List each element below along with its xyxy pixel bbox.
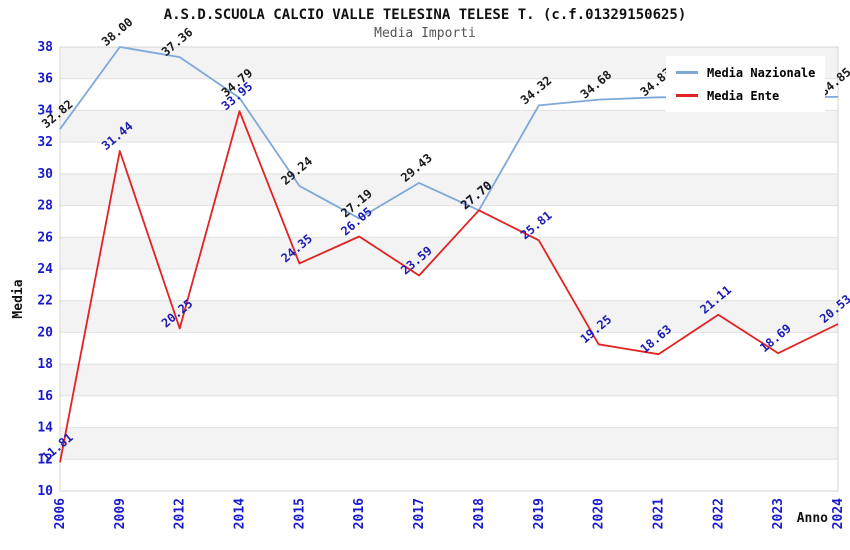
plot-band <box>60 173 838 206</box>
x-tick-label: 2017 <box>412 498 427 529</box>
x-tick-label: 2023 <box>771 498 786 529</box>
chart-subtitle: Media Importi <box>374 26 476 41</box>
x-tick-label: 2018 <box>472 498 487 529</box>
x-axis-title: Anno <box>797 511 828 526</box>
y-tick-label: 10 <box>37 484 53 499</box>
legend-swatch-icon <box>676 71 698 74</box>
x-tick-label: 2021 <box>651 498 666 529</box>
y-tick-label: 14 <box>37 421 53 436</box>
y-tick-label: 16 <box>37 389 53 404</box>
y-axis-title: Media <box>11 279 26 318</box>
y-tick-label: 30 <box>37 167 53 182</box>
plot-band <box>60 364 838 396</box>
legend-swatch-icon <box>676 94 698 97</box>
series-line-1 <box>59 110 839 463</box>
legend-label: Media Nazionale <box>707 65 816 80</box>
legend: Media Nazionale Media Ente <box>666 56 826 112</box>
y-tick-label: 26 <box>37 230 53 245</box>
y-tick-label: 38 <box>37 40 53 55</box>
x-tick-label: 2006 <box>53 498 68 529</box>
y-tick-label: 34 <box>37 103 53 118</box>
y-tick-label: 24 <box>37 262 53 277</box>
y-tick-label: 18 <box>37 357 53 372</box>
x-tick-label: 2009 <box>113 498 128 529</box>
x-tick-label: 2016 <box>352 498 367 529</box>
point-label: 38.00 <box>99 15 136 49</box>
x-tick-label: 2014 <box>233 498 248 529</box>
x-tick-label: 2019 <box>532 498 547 529</box>
x-tick-label: 2015 <box>292 498 307 529</box>
y-tick-label: 36 <box>37 72 53 87</box>
y-tick-label: 22 <box>37 294 53 309</box>
legend-item-1: Media Ente <box>676 84 815 107</box>
plot-band <box>60 427 838 460</box>
plot-border <box>59 46 839 492</box>
plot-band <box>60 300 838 333</box>
legend-label: Media Ente <box>707 88 780 103</box>
y-tick-label: 32 <box>37 135 53 150</box>
x-tick-label: 2022 <box>711 498 726 529</box>
y-tick-label: 20 <box>37 325 53 340</box>
chart-title: A.S.D.SCUOLA CALCIO VALLE TELESINA TELES… <box>163 7 687 23</box>
legend-item-0: Media Nazionale <box>676 61 815 84</box>
x-tick-label: 2012 <box>173 498 188 529</box>
x-tick-label: 2024 <box>831 498 846 529</box>
y-tick-label: 12 <box>37 452 53 467</box>
plot-band <box>60 110 838 143</box>
x-tick-label: 2020 <box>592 498 607 529</box>
y-tick-label: 28 <box>37 199 53 214</box>
